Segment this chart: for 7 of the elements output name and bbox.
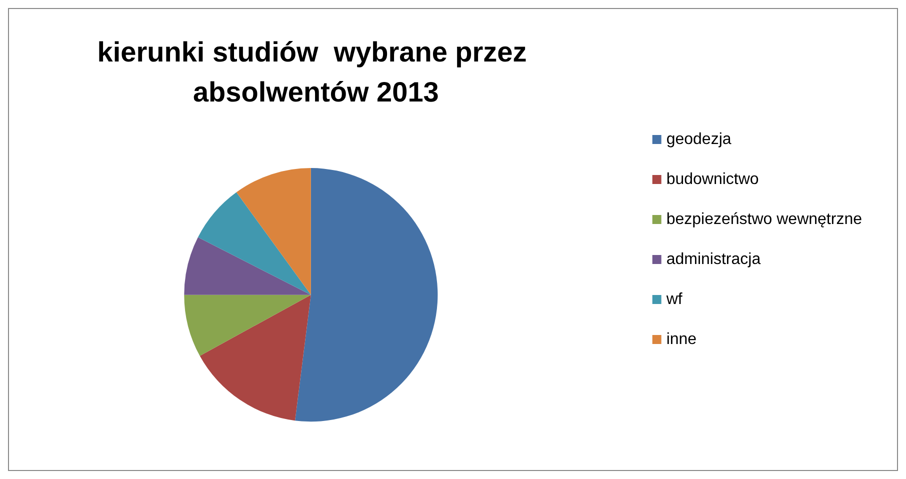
legend-label: wf	[665, 291, 683, 308]
legend-label: bezpiezeństwo wewnętrzne	[666, 211, 862, 228]
legend-label: geodezja	[666, 131, 732, 148]
legend-label: administracja	[666, 251, 761, 268]
legend-label: budownictwo	[666, 171, 759, 188]
chart-title: kierunki studiów wybrane przez absolwentów 2013	[97, 36, 535, 108]
legend-label: inne	[666, 331, 697, 348]
